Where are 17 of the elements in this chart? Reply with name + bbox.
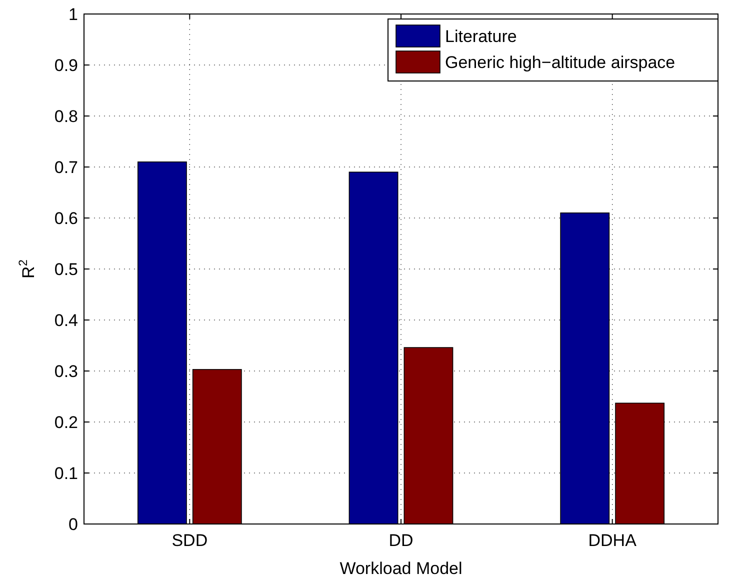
y-tick-label: 0.1: [54, 464, 78, 483]
x-tick-label: DDHA: [588, 531, 638, 550]
x-tick-label: DD: [388, 531, 414, 550]
legend-label: Generic high−altitude airspace: [445, 52, 676, 72]
y-tick-label: 0.6: [54, 208, 78, 228]
y-tick-label: 0.4: [54, 310, 78, 330]
y-tick-label: 1: [68, 4, 78, 24]
y-tick-label: 0.5: [54, 260, 78, 279]
y-tick-label: 0.3: [54, 362, 78, 381]
y-tick-label: 0.7: [54, 158, 78, 177]
x-axis-title: Workload Model: [340, 559, 462, 578]
y-tick-label: 0.2: [54, 412, 78, 432]
y-tick-label: 0.9: [54, 56, 78, 75]
y-tick-label: 0.8: [54, 106, 78, 126]
x-tick-label: SDD: [172, 531, 208, 550]
legend-label: Literature: [445, 26, 517, 46]
y-tick-label: 0: [68, 514, 78, 534]
